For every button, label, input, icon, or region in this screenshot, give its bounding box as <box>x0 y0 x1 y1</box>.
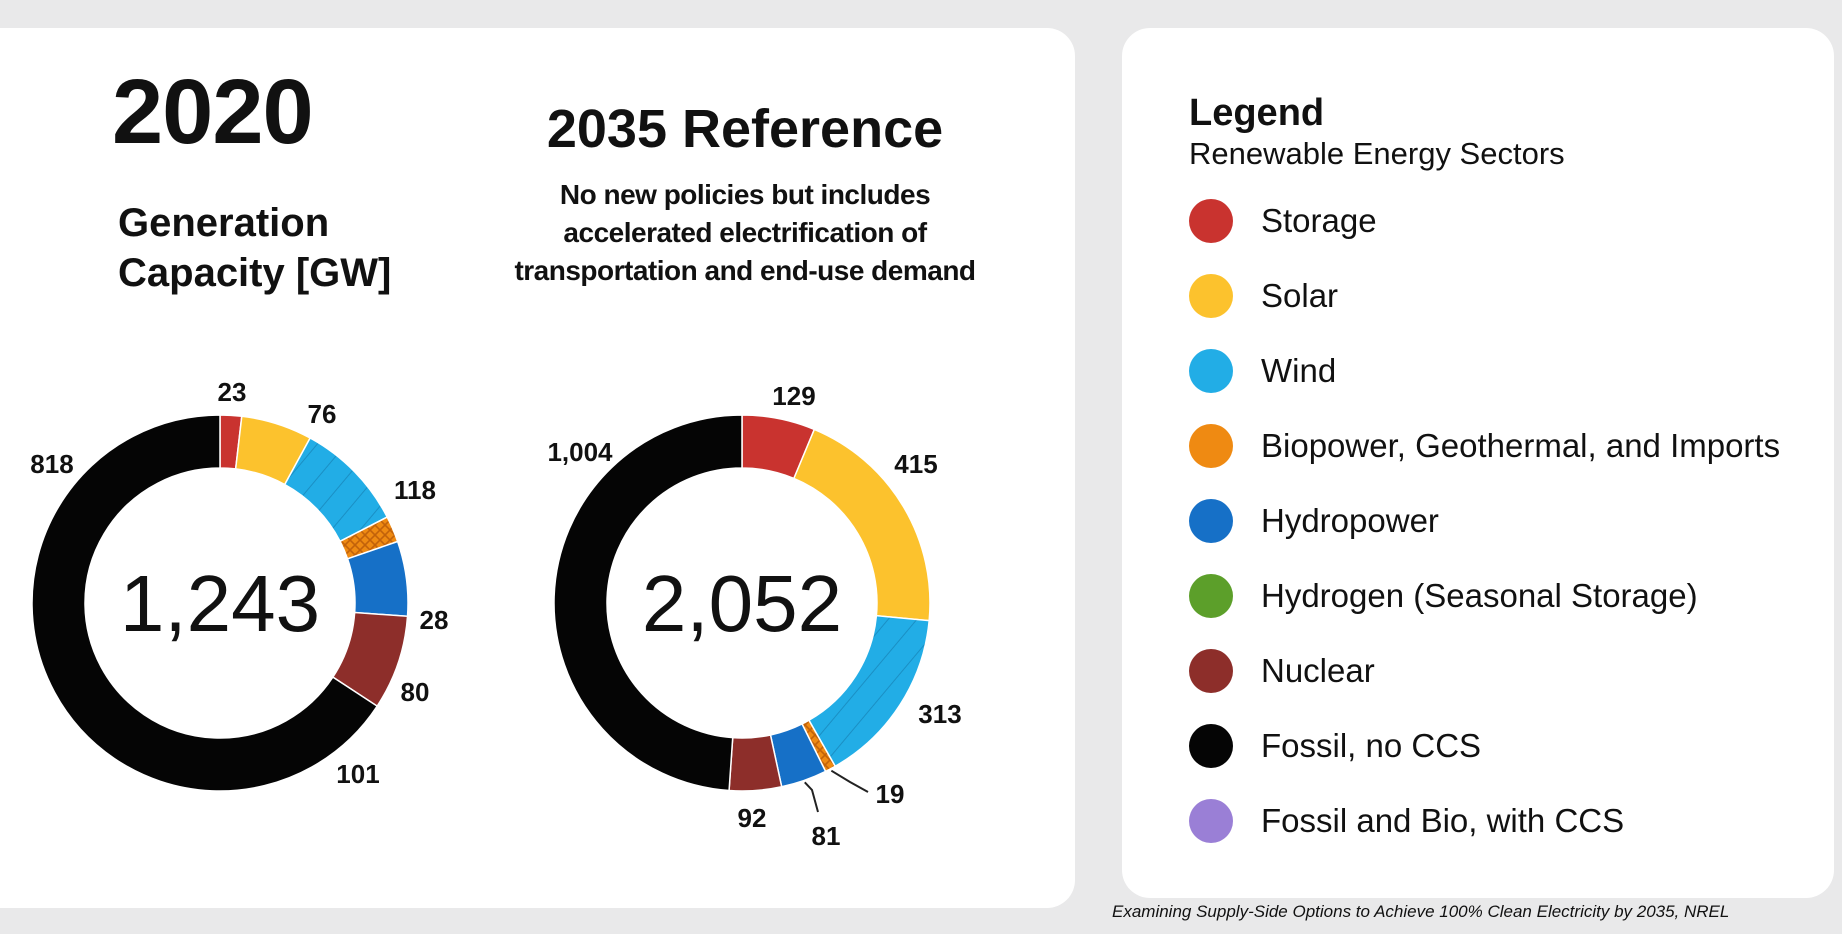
chart-2020-subtitle-line1: Generation <box>118 201 330 245</box>
donut-2035-value-label-fossil-no-ccs: 1,004 <box>547 437 613 467</box>
legend-title: Legend <box>1189 92 1325 134</box>
donut-2035-leader-hydropower <box>804 781 819 813</box>
legend-label: Wind <box>1261 352 1337 389</box>
donut-2035-center-total: 2,052 <box>642 559 842 648</box>
legend-label: Storage <box>1261 202 1377 239</box>
donut-2020-slice-fossil-no-ccs <box>31 414 379 792</box>
legend-swatch <box>1189 274 1233 318</box>
legend-label: Fossil and Bio, with CCS <box>1261 802 1625 839</box>
donut-2035-value-label-biopower-geothermal-and-imports: 19 <box>876 779 905 809</box>
chart-2020-subtitle-line2: Capacity [GW] <box>118 251 392 295</box>
chart-2035-title: 2035 Reference <box>546 99 944 159</box>
legend-item-storage: Storage <box>1189 196 1377 246</box>
chart-2035-subtitle-line2: accelerated electrification of <box>563 217 927 248</box>
donut-2035-value-label-storage: 129 <box>772 381 815 411</box>
donut-2035-slice-fossil-no-ccs <box>553 414 743 792</box>
donut-2020-center-total: 1,243 <box>120 559 320 648</box>
legend-label: Fossil, no CCS <box>1261 727 1482 764</box>
donut-2020-value-label-hydropower: 80 <box>401 677 430 707</box>
legend-swatch <box>1189 199 1233 243</box>
legend-item-hydropower: Hydropower <box>1189 496 1439 546</box>
donut-2035-value-label-wind: 313 <box>918 699 961 729</box>
legend-item-nuclear: Nuclear <box>1189 646 1375 696</box>
chart-2035-subtitle: No new policies but includes accelerated… <box>440 176 1050 290</box>
donut-2035-value-label-solar: 415 <box>894 449 937 479</box>
chart-2035-subtitle-line1: No new policies but includes <box>559 179 931 210</box>
source-citation: Examining Supply-Side Options to Achieve… <box>1112 902 1730 921</box>
legend-swatch <box>1189 424 1233 468</box>
legend-item-biopower-geothermal-and-imports: Biopower, Geothermal, and Imports <box>1189 421 1780 471</box>
legend-item-fossil-no-ccs: Fossil, no CCS <box>1189 721 1481 771</box>
legend-item-hydrogen-seasonal-storage: Hydrogen (Seasonal Storage) <box>1189 571 1698 621</box>
legend-item-fossil-and-bio-with-ccs: Fossil and Bio, with CCS <box>1189 796 1624 846</box>
legend-label: Biopower, Geothermal, and Imports <box>1261 427 1781 464</box>
legend-swatch <box>1189 724 1233 768</box>
donut-2035: 129 415 313 19 81 92 1,004 2,052 <box>547 381 961 851</box>
donut-2035-value-label-nuclear: 92 <box>738 803 767 833</box>
legend-swatch <box>1189 574 1233 618</box>
chart-2020-title: 2020 <box>112 61 314 163</box>
donut-2020-value-label-fossil-no-ccs: 818 <box>30 449 73 479</box>
chart-2020-subtitle: Generation Capacity [GW] <box>118 198 391 298</box>
donut-2020-value-label-biopower-geothermal-and-imports: 28 <box>420 605 449 635</box>
donut-2020-value-label-nuclear: 101 <box>336 759 379 789</box>
donut-2020-value-label-wind: 118 <box>394 475 436 505</box>
donut-2020-value-label-storage: 23 <box>218 377 247 407</box>
legend-swatch <box>1189 349 1233 393</box>
legend-label: Hydrogen (Seasonal Storage) <box>1261 577 1698 614</box>
legend-label: Nuclear <box>1261 652 1375 689</box>
legend-swatch <box>1189 499 1233 543</box>
legend-swatch <box>1189 649 1233 693</box>
legend-subtitle: Renewable Energy Sectors <box>1189 136 1565 171</box>
legend-item-wind: Wind <box>1189 346 1336 396</box>
donut-2020: 23 76 118 28 80 101 818 1,243 <box>30 377 449 792</box>
legend-item-solar: Solar <box>1189 271 1338 321</box>
donut-2035-leader-biopower-geothermal-and-imports <box>830 769 869 793</box>
legend-label: Hydropower <box>1261 502 1439 539</box>
donut-2035-value-label-hydropower: 81 <box>812 821 841 851</box>
legend-panel <box>1122 28 1834 898</box>
legend-label: Solar <box>1261 277 1339 314</box>
legend-swatch <box>1189 799 1233 843</box>
chart-2035-subtitle-line3: transportation and end-use demand <box>514 255 976 286</box>
donut-2020-value-label-solar: 76 <box>308 399 337 429</box>
